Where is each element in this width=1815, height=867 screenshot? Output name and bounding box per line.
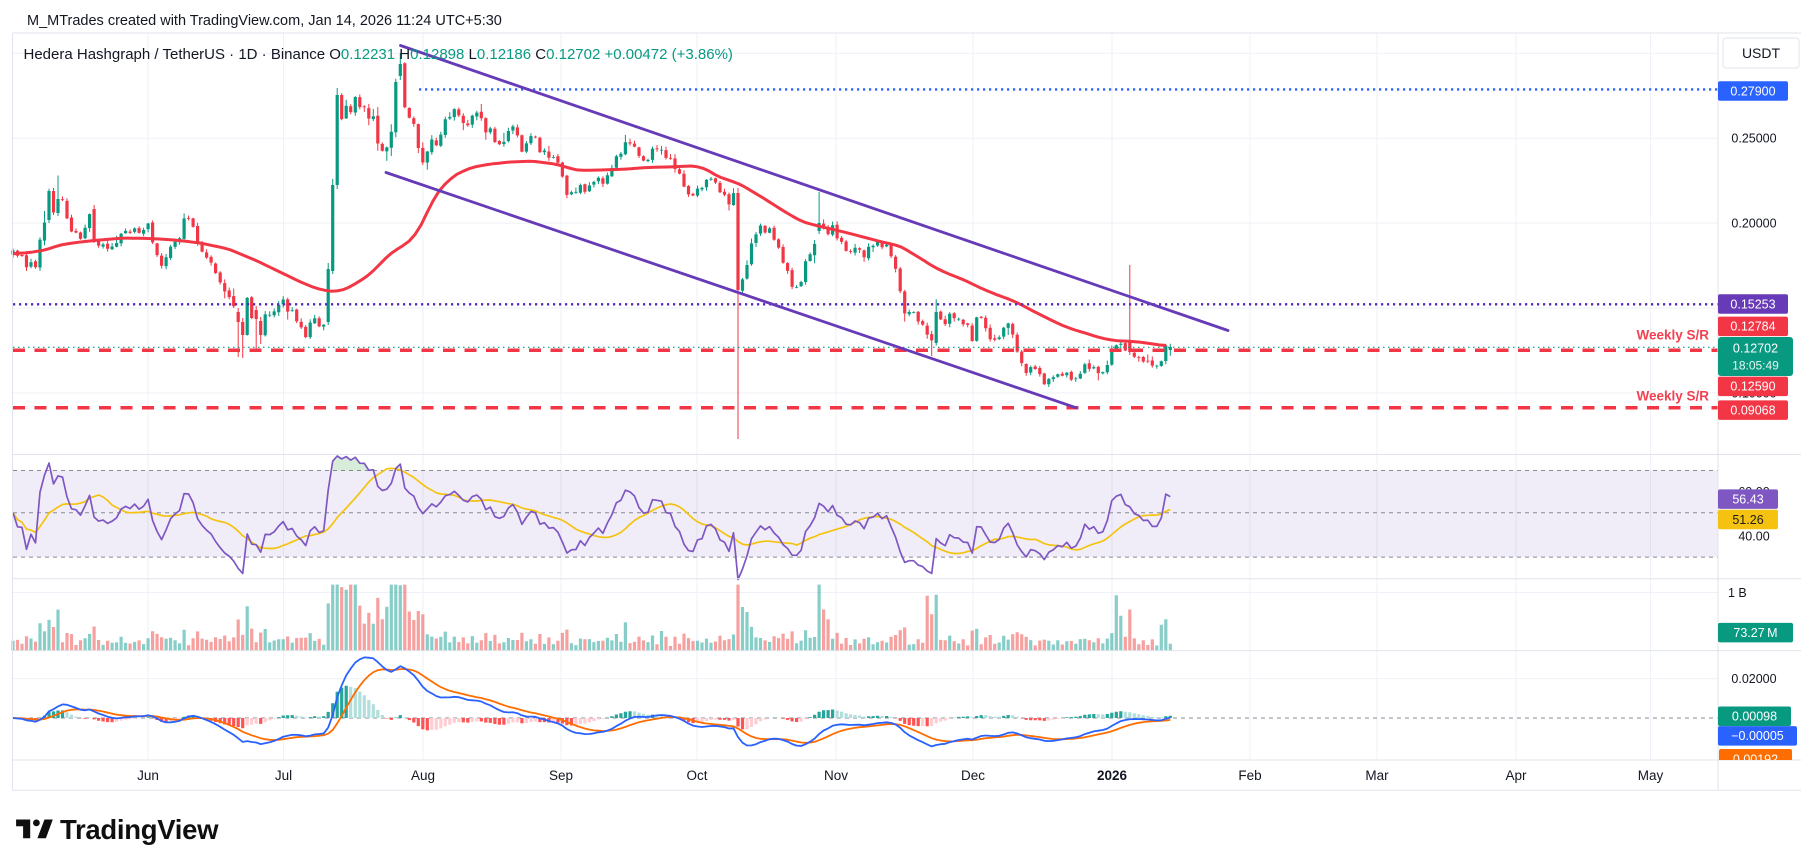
svg-text:0.02000: 0.02000 bbox=[1731, 672, 1776, 686]
svg-text:USDT: USDT bbox=[1742, 45, 1781, 61]
svg-text:Weekly S/R: Weekly S/R bbox=[1636, 389, 1709, 404]
svg-text:56.43: 56.43 bbox=[1732, 493, 1763, 507]
svg-text:−0.00005: −0.00005 bbox=[1731, 729, 1784, 743]
svg-text:Apr: Apr bbox=[1505, 768, 1527, 783]
svg-text:Dec: Dec bbox=[961, 768, 985, 783]
svg-text:0.09068: 0.09068 bbox=[1730, 404, 1775, 418]
svg-text:TradingView: TradingView bbox=[60, 814, 219, 845]
svg-text:Feb: Feb bbox=[1238, 768, 1261, 783]
svg-text:0.00098: 0.00098 bbox=[1732, 710, 1777, 724]
svg-text:0.12784: 0.12784 bbox=[1730, 320, 1775, 334]
svg-text:0.25000: 0.25000 bbox=[1731, 132, 1776, 146]
svg-text:0.00192: 0.00192 bbox=[1733, 752, 1778, 766]
svg-text:0.27900: 0.27900 bbox=[1730, 84, 1775, 98]
svg-text:M_MTrades created with Trading: M_MTrades created with TradingView.com, … bbox=[27, 13, 502, 29]
svg-text:Oct: Oct bbox=[686, 768, 707, 783]
svg-text:Hedera Hashgraph / TetherUS ·: Hedera Hashgraph / TetherUS · 1D · Binan… bbox=[24, 46, 733, 63]
svg-text:51.26: 51.26 bbox=[1732, 513, 1763, 527]
svg-text:1 B: 1 B bbox=[1728, 586, 1747, 600]
svg-text:Jun: Jun bbox=[137, 768, 159, 783]
svg-text:18:05:49: 18:05:49 bbox=[1732, 359, 1779, 373]
svg-text:May: May bbox=[1638, 768, 1664, 783]
svg-text:0.12702: 0.12702 bbox=[1733, 342, 1778, 356]
svg-text:0.12590: 0.12590 bbox=[1730, 380, 1775, 394]
svg-text:2026: 2026 bbox=[1097, 768, 1128, 783]
svg-text:73.27 M: 73.27 M bbox=[1733, 626, 1777, 640]
svg-text:Weekly S/R: Weekly S/R bbox=[1636, 328, 1709, 343]
svg-text:Nov: Nov bbox=[824, 768, 848, 783]
svg-text:Jul: Jul bbox=[275, 768, 292, 783]
svg-text:Aug: Aug bbox=[411, 768, 435, 783]
svg-text:Mar: Mar bbox=[1365, 768, 1389, 783]
svg-text:0.20000: 0.20000 bbox=[1731, 216, 1776, 230]
svg-text:0.15253: 0.15253 bbox=[1730, 297, 1775, 311]
svg-text:40.00: 40.00 bbox=[1738, 530, 1769, 544]
svg-text:Sep: Sep bbox=[549, 768, 573, 783]
